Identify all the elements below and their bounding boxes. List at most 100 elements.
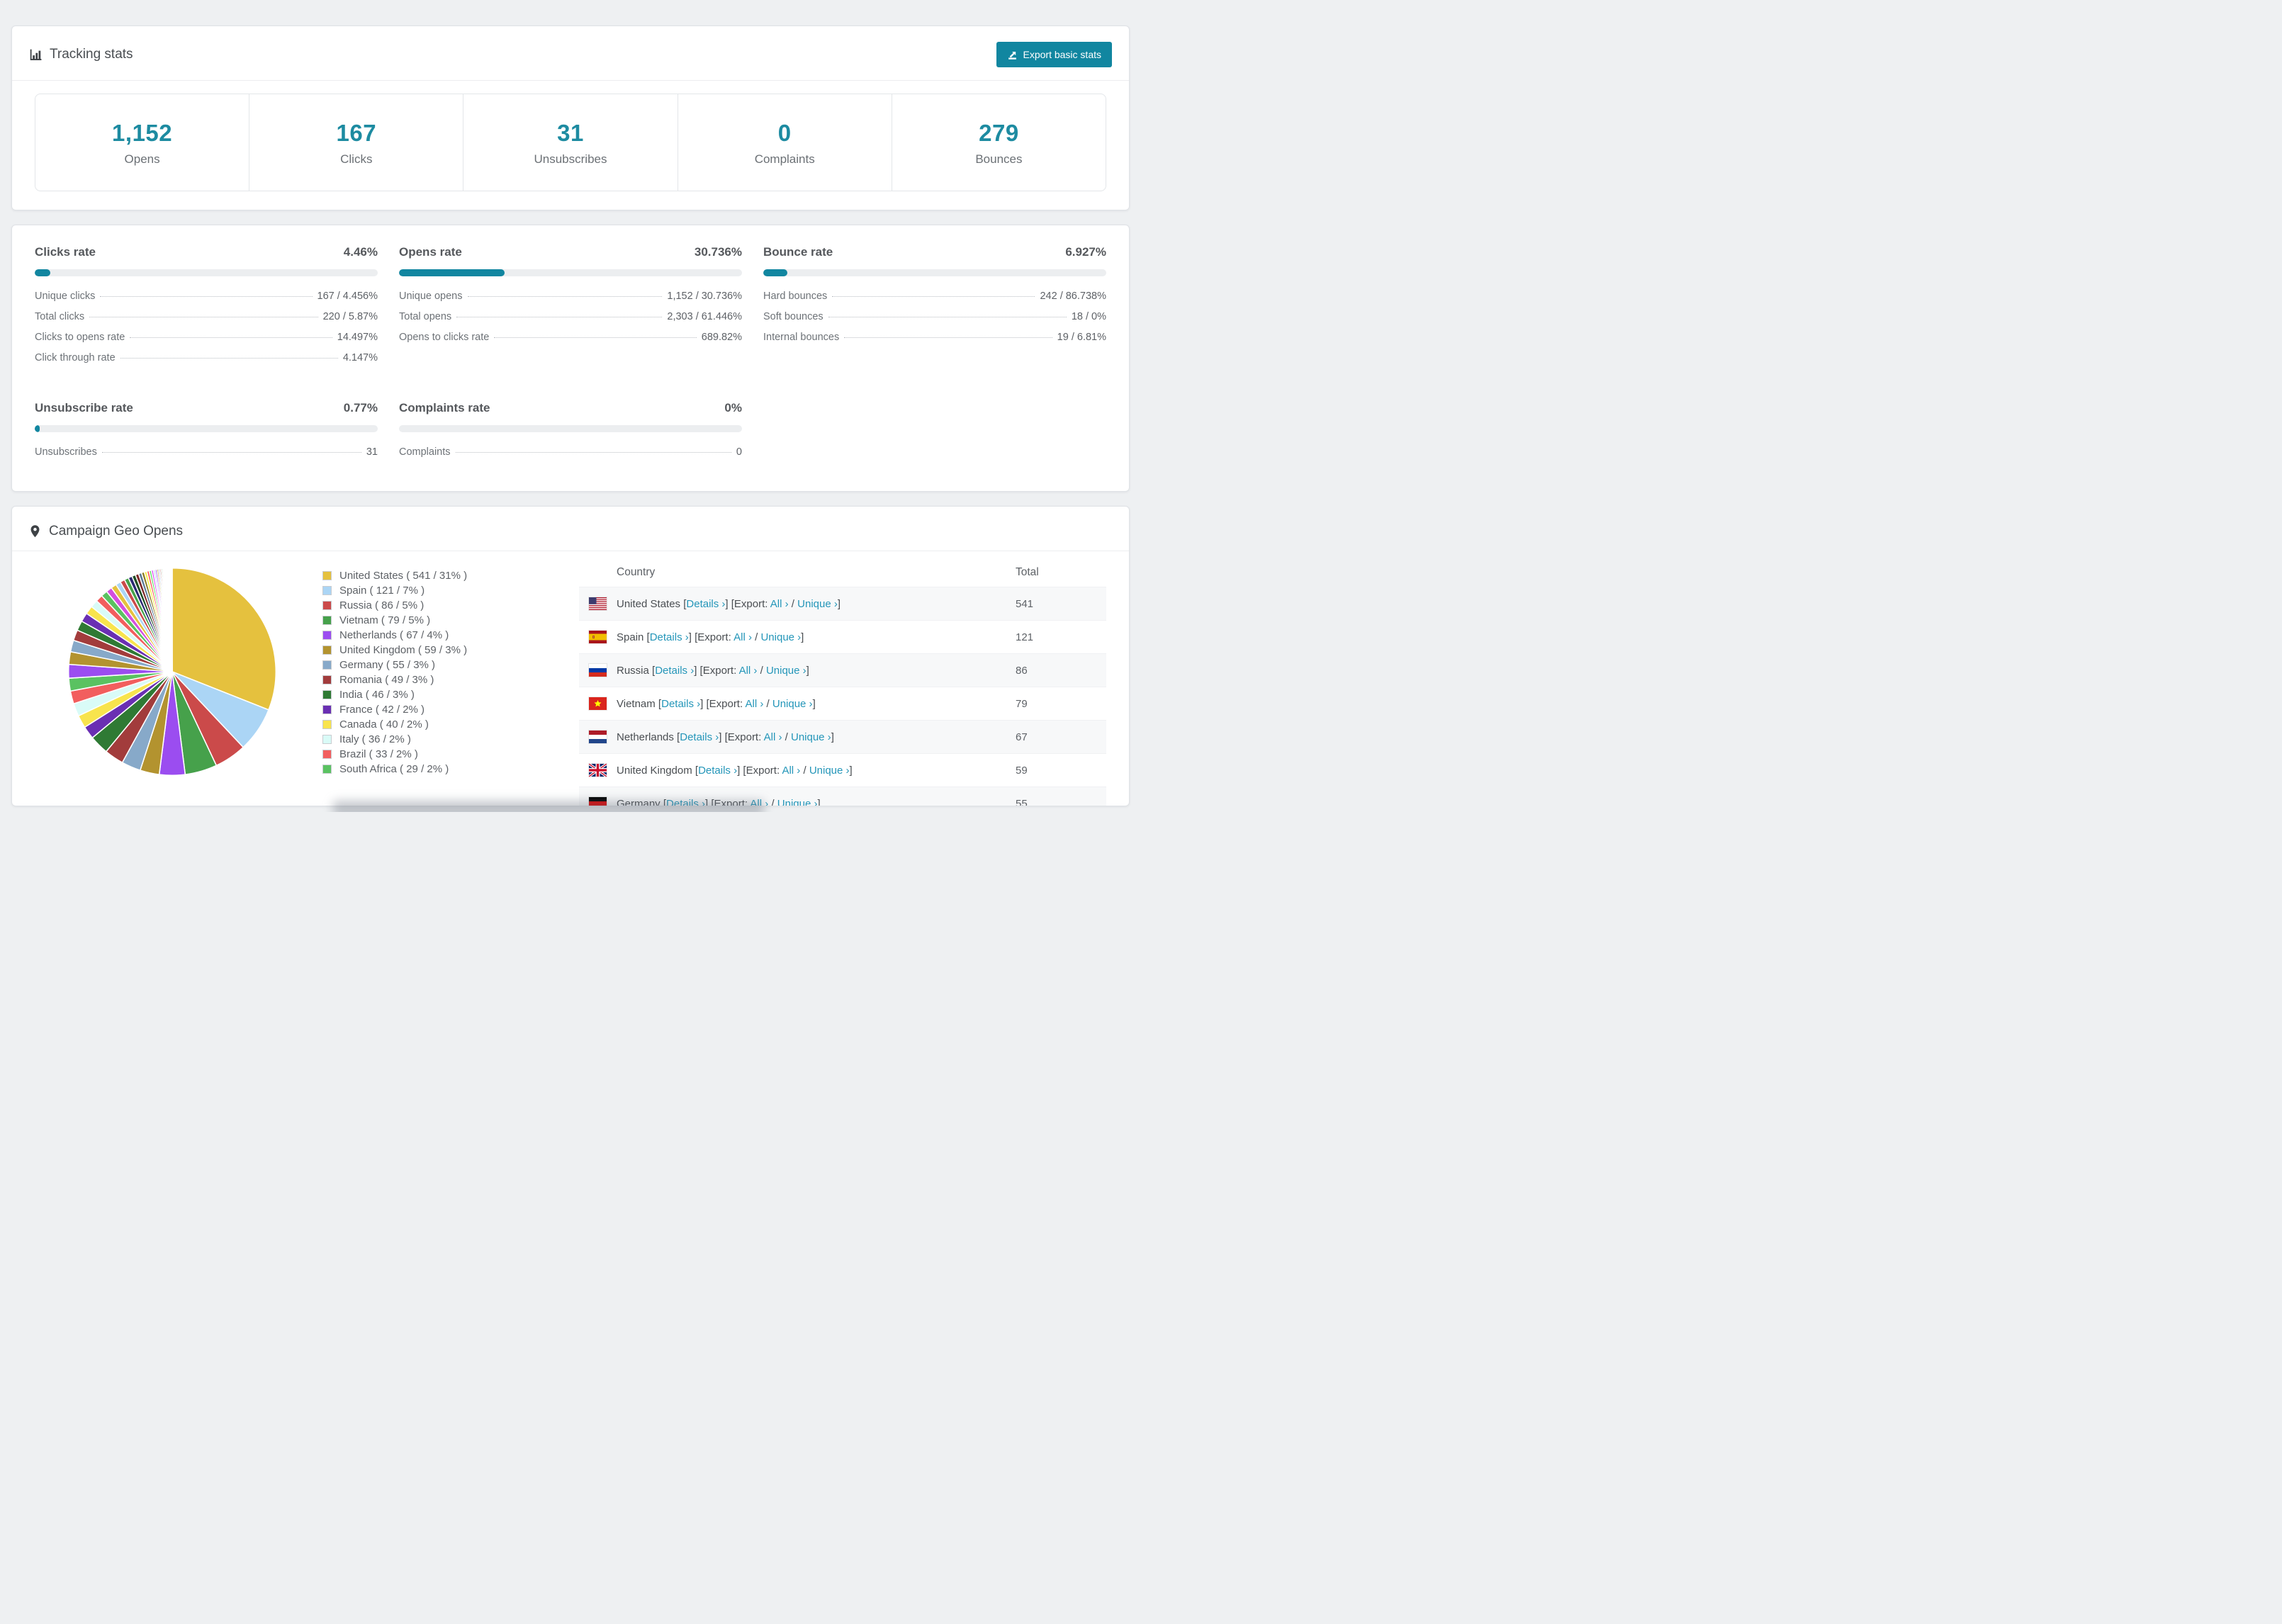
total-value: 55 [1016,797,1028,806]
legend-label: India ( 46 / 3% ) [339,689,415,701]
legend-item: United Kingdom ( 59 / 3% ) [321,643,561,658]
legend-label: Netherlands ( 67 / 4% ) [339,629,449,641]
rates-grid: Clicks rate 4.46% Unique clicks 167 / 4.… [12,225,1129,491]
export-all-link[interactable]: All › [770,597,789,610]
rate-row-label: Internal bounces [763,332,840,343]
progress-bar [763,269,1106,276]
export-button-label: Export basic stats [1023,49,1102,60]
country-cell: Spain [Details ›] [Export: All › / Uniqu… [617,631,804,643]
legend-swatch [321,629,333,641]
legend-item: South Africa ( 29 / 2% ) [321,762,561,777]
rate-row: Click through rate 4.147% [35,352,378,373]
legend-item: Romania ( 49 / 3% ) [321,672,561,687]
table-row-gb: United Kingdom [Details ›] [Export: All … [579,753,1106,786]
export-all-link[interactable]: All › [763,731,782,743]
rate-title: Bounce rate [763,245,833,259]
stat-card-unsubscribes: 31 Unsubscribes [463,94,677,191]
legend-label: Italy ( 36 / 2% ) [339,733,411,745]
rate-row: Total clicks 220 / 5.87% [35,311,378,332]
stat-label: Complaints [754,152,815,166]
horizontal-scrollbar[interactable] [333,801,764,812]
leader-line [467,296,663,297]
details-link[interactable]: Details › [686,597,726,610]
legend-label: Russia ( 86 / 5% ) [339,599,425,611]
legend-label: Canada ( 40 / 2% ) [339,718,429,731]
table-row-vn: Vietnam [Details ›] [Export: All › / Uni… [579,687,1106,720]
card-rates: Clicks rate 4.46% Unique clicks 167 / 4.… [11,225,1130,492]
export-unique-link[interactable]: Unique › [760,631,802,643]
legend-item: Italy ( 36 / 2% ) [321,732,561,747]
map-pin-icon [29,524,41,538]
export-unique-link[interactable]: Unique › [797,597,838,610]
country-name: Germany [617,797,661,806]
ru-flag-icon [589,664,607,677]
legend-item: Brazil ( 33 / 2% ) [321,747,561,762]
legend-swatch [321,659,333,671]
legend-label: France ( 42 / 2% ) [339,704,425,716]
details-link[interactable]: Details › [666,797,706,806]
export-unique-link[interactable]: Unique › [790,731,831,743]
progress-fill [35,269,50,276]
rate-row-value: 0 [736,446,742,458]
stat-value: 279 [979,120,1019,146]
legend-swatch [321,689,333,701]
legend-swatch [321,763,333,775]
pie-chart [63,563,281,806]
rate-title: Clicks rate [35,245,96,259]
legend-label: United Kingdom ( 59 / 3% ) [339,644,468,656]
vn-flag-icon [589,697,607,710]
legend-item: Vietnam ( 79 / 5% ) [321,613,561,628]
export-all-link[interactable]: All › [738,664,758,677]
country-cell: United States [Details ›] [Export: All ›… [617,597,841,610]
stat-value: 1,152 [112,120,173,146]
export-basic-stats-button[interactable]: Export basic stats [996,42,1112,67]
stat-label: Unsubscribes [534,152,607,166]
rate-value: 0.77% [343,401,378,415]
stat-label: Clicks [340,152,373,166]
legend-swatch [321,599,333,611]
stat-value: 167 [336,120,377,146]
total-value: 59 [1016,764,1028,777]
export-unique-link[interactable]: Unique › [765,664,806,677]
total-value: 121 [1016,631,1034,643]
details-link[interactable]: Details › [655,664,695,677]
rate-title: Complaints rate [399,401,490,415]
rate-row-value: 689.82% [701,332,742,343]
export-all-link[interactable]: All › [745,697,764,710]
stat-value: 31 [557,120,584,146]
rate-row: Unique opens 1,152 / 30.736% [399,291,742,311]
leader-line [101,452,361,453]
export-all-link[interactable]: All › [782,764,801,777]
table-row-es: Spain [Details ›] [Export: All › / Uniqu… [579,620,1106,653]
leader-line [832,296,1035,297]
export-all-link[interactable]: All › [750,797,769,806]
details-link[interactable]: Details › [698,764,738,777]
country-name: United States [617,597,681,610]
tracking-stats-header: Tracking stats [29,47,133,62]
details-link[interactable]: Details › [680,731,719,743]
total-value: 67 [1016,731,1028,743]
legend-swatch [321,644,333,656]
rate-block-opens: Opens rate 30.736% Unique opens 1,152 / … [399,245,742,373]
export-all-link[interactable]: All › [734,631,752,643]
rate-title: Unsubscribe rate [35,401,133,415]
export-unique-link[interactable]: Unique › [777,797,818,806]
legend-label: Germany ( 55 / 3% ) [339,659,436,671]
country-cell: United Kingdom [Details ›] [Export: All … [617,764,853,777]
legend-item: United States ( 541 / 31% ) [321,568,561,583]
leader-line [100,296,313,297]
total-value: 541 [1016,597,1034,610]
legend-swatch [321,674,333,686]
progress-fill [35,425,40,432]
details-link[interactable]: Details › [661,697,701,710]
table-row-nl: Netherlands [Details ›] [Export: All › /… [579,720,1106,753]
details-link[interactable]: Details › [649,631,689,643]
export-unique-link[interactable]: Unique › [772,697,813,710]
geo-table: Country Total United States [Details ›] … [579,558,1106,806]
rate-row-value: 220 / 5.87% [322,311,378,322]
page-title: Tracking stats [50,47,133,62]
country-name: Russia [617,664,649,677]
country-cell: Russia [Details ›] [Export: All › / Uniq… [617,664,809,677]
rate-value: 0% [724,401,742,415]
export-unique-link[interactable]: Unique › [809,764,850,777]
